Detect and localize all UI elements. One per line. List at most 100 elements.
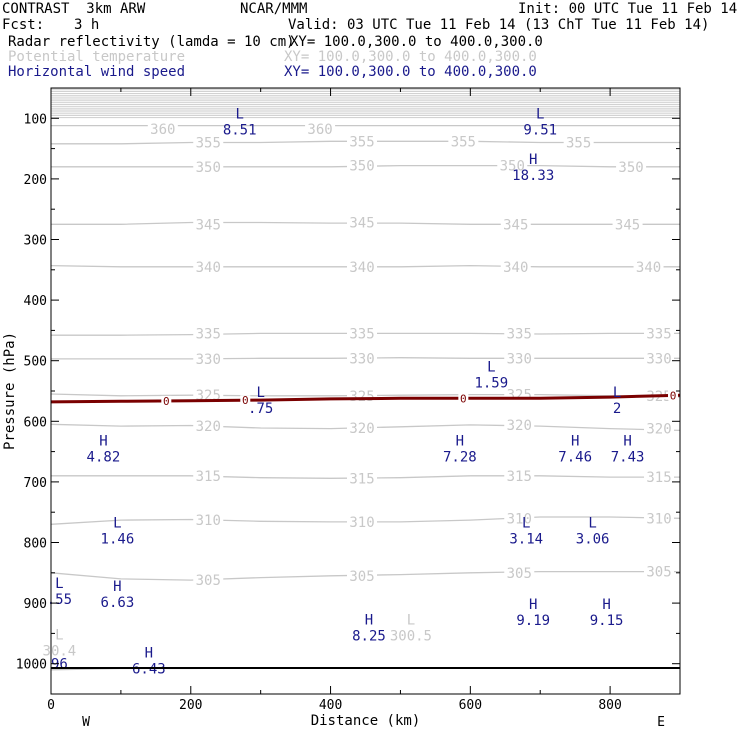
theta-label-background (347, 134, 378, 149)
theta-contour-label: 340 (503, 260, 528, 276)
y-tick-label: 600 (24, 415, 47, 430)
theta-contour-label: 355 (349, 134, 374, 150)
theta-label-background (500, 259, 531, 274)
theta-label-background (644, 421, 675, 436)
wind-extremum-value: 6.63 (101, 595, 135, 611)
theta-label-background (504, 326, 535, 341)
y-tick-label: 800 (24, 537, 47, 552)
theta-contour-label: 350 (618, 160, 643, 176)
theta-label-background (193, 513, 224, 528)
radar-label-background (668, 390, 679, 401)
wind-extremum-marker: L (588, 515, 596, 531)
theta-contour-label: 305 (349, 569, 374, 585)
wind-extremum-marker: H (456, 434, 464, 450)
wind-extremum-marker: L (487, 360, 495, 376)
theta-contour-label: 320 (196, 419, 221, 435)
radar-label-background (161, 395, 172, 406)
theta-contour-label: 310 (646, 511, 671, 527)
theta-label-background (504, 511, 535, 526)
theta-contour-label: 310 (349, 515, 374, 531)
theta-label-background (644, 470, 675, 485)
theta-contour-label: 315 (507, 469, 532, 485)
west-end-label: W (82, 715, 90, 730)
theta-contour-label: 360 (307, 122, 332, 138)
wind-extremum-marker: H (623, 434, 631, 450)
radar-contour-label: 0 (242, 394, 249, 407)
field-xy-wind: XY= 100.0,300.0 to 400.0,300.0 (284, 64, 537, 80)
wind-extremum-value: 9.15 (590, 613, 624, 629)
theta-label-background (347, 351, 378, 366)
theta-label-background (500, 217, 531, 232)
valid-time: Valid: 03 UTC Tue 11 Feb 14 (13 ChT Tue … (288, 17, 710, 33)
theta-contour-label: 305 (646, 565, 671, 581)
model-title: CONTRAST 3km ARW (2, 1, 146, 17)
theta-contour-label: 345 (615, 217, 640, 233)
theta-contour-label: 320 (646, 422, 671, 438)
wind-extremum-value: 8.51 (223, 122, 257, 138)
theta-contour-label: 330 (349, 351, 374, 367)
y-tick-label: 300 (24, 234, 47, 249)
y-tick-label: 500 (24, 355, 47, 370)
wind-extremum-marker: H (571, 434, 579, 450)
wind-extremum-marker: H (529, 152, 537, 168)
theta-contour-label: 335 (646, 326, 671, 342)
theta-label-background (193, 217, 224, 232)
wind-extremum-value: 1.59 (474, 376, 508, 392)
theta-label-background (644, 326, 675, 341)
theta-contour-label: 315 (196, 469, 221, 485)
wind-extremum-value: 1.46 (101, 531, 135, 547)
wind-extremum-marker: L (613, 385, 621, 401)
theta-contour-label: 335 (196, 326, 221, 342)
wind-extremum-value: 3.14 (509, 531, 543, 547)
theta-contour-label: 340 (349, 260, 374, 276)
x-axis-title: Distance (km) (311, 713, 421, 729)
theta-label-background (193, 259, 224, 274)
wind-extremum-marker: L (536, 106, 544, 122)
wind-extremum-marker: L (113, 515, 121, 531)
wind-extremum-value: 3.06 (576, 531, 610, 547)
wind-extremum-marker: H (602, 597, 610, 613)
y-tick-label: 400 (24, 294, 47, 309)
field-xy-theta: XY= 100.0,300.0 to 400.0,300.0 (284, 49, 537, 65)
theta-label-background (504, 417, 535, 432)
wind-extremum-value: 9.19 (516, 613, 550, 629)
radar-zero-contour (51, 393, 680, 404)
theta-contour-label: 310 (507, 511, 532, 527)
theta-label-background (347, 215, 378, 230)
wind-extremum-value: 7.43 (611, 450, 645, 466)
theta-label-background (563, 135, 594, 150)
x-tick-label: 800 (598, 698, 621, 713)
theta-label-background (193, 388, 224, 403)
y-tick-label: 100 (24, 112, 47, 127)
theta-label-background (193, 159, 224, 174)
theta-contour-label: 325 (349, 389, 374, 405)
theta-label-background (347, 259, 378, 274)
theta-label-background (504, 468, 535, 483)
theta-label-background (193, 419, 224, 434)
field-name-wind: Horizontal wind speed (8, 64, 186, 80)
wind-extremum-value: 7.46 (558, 450, 592, 466)
theta-label-background (193, 468, 224, 483)
theta-label-background (504, 565, 535, 580)
theta-label-background (193, 326, 224, 341)
theta-label-background (347, 420, 378, 435)
theta-label-background (616, 159, 647, 174)
theta-label-background (633, 259, 664, 274)
x-tick-label: 200 (179, 698, 202, 713)
theta-label-background (504, 351, 535, 366)
theta-label-background (193, 573, 224, 588)
y-tick-label: 700 (24, 476, 47, 491)
theta-contour-label: 335 (507, 326, 532, 342)
wind-extremum-value: .55 (47, 592, 72, 608)
edge-value-label: 96 (51, 657, 68, 673)
radar-contour-label: 0 (670, 389, 677, 402)
organization-label: NCAR/MMM (240, 1, 308, 17)
theta-contour-label: 315 (349, 471, 374, 487)
theta-label-background (612, 217, 643, 232)
x-tick-label: 600 (459, 698, 482, 713)
wind-extremum-marker: H (99, 434, 107, 450)
theta-contour-label: 310 (196, 513, 221, 529)
theta-contour-label: 330 (507, 351, 532, 367)
theta-contour-label: 355 (566, 136, 591, 152)
